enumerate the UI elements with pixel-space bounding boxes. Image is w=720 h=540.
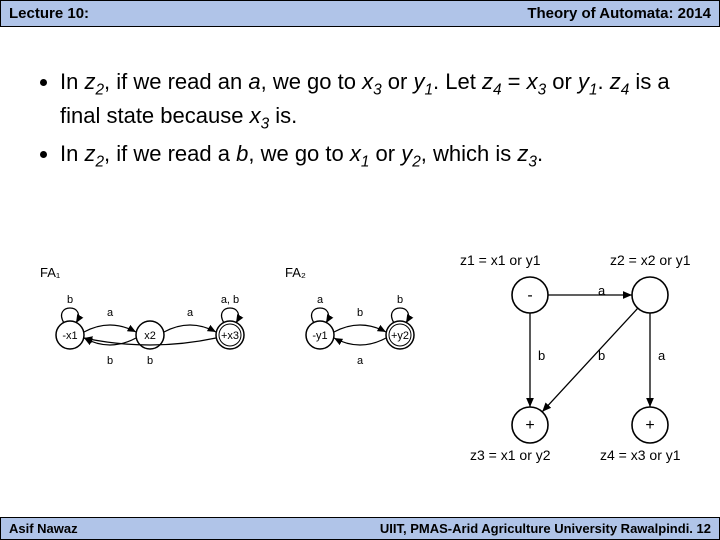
automata-diagram: -x1 x2 +x3 b a b a b a, b -y1 +y2 a b b a - z1 = x1 or y…: [0, 245, 720, 505]
svg-text:a: a: [357, 355, 364, 367]
svg-text:-: -: [527, 287, 532, 304]
svg-text:a: a: [658, 348, 666, 363]
svg-text:z2 = x2 or y1: z2 = x2 or y1: [610, 252, 691, 268]
slide-header: Lecture 10: Theory of Automata: 2014: [0, 0, 720, 27]
svg-text:b: b: [107, 355, 113, 367]
svg-text:b: b: [397, 294, 403, 306]
svg-text:z1 = x1 or y1: z1 = x1 or y1: [460, 252, 541, 268]
svg-text:a: a: [598, 283, 606, 298]
svg-text:a: a: [187, 307, 194, 319]
svg-text:a: a: [317, 294, 324, 306]
svg-text:x2: x2: [144, 330, 156, 342]
svg-text:b: b: [538, 348, 545, 363]
svg-text:z4 = x3 or y1: z4 = x3 or y1: [600, 447, 681, 463]
svg-text:-y1: -y1: [312, 330, 327, 342]
svg-text:+y2: +y2: [391, 330, 409, 342]
svg-text:a, b: a, b: [221, 294, 239, 306]
svg-text:+: +: [525, 417, 534, 434]
fa2-label: FA₂: [285, 265, 306, 280]
svg-text:b: b: [598, 348, 605, 363]
slide-content: In z2, if we read an a, we go to x3 or y…: [0, 27, 720, 188]
svg-text:-x1: -x1: [62, 330, 77, 342]
header-right: Theory of Automata: 2014: [527, 5, 711, 22]
header-left: Lecture 10:: [9, 5, 89, 22]
diagram-area: -x1 x2 +x3 b a b a b a, b -y1 +y2 a b b a - z1 = x1 or y…: [0, 245, 720, 505]
bullet-2: In z2, if we read a b, we go to x1 or y2…: [60, 139, 690, 173]
slide-footer: Asif Nawaz UIIT, PMAS-Arid Agriculture U…: [0, 517, 720, 540]
svg-text:b: b: [67, 294, 73, 306]
svg-text:b: b: [357, 307, 363, 319]
footer-right: UIIT, PMAS-Arid Agriculture University R…: [380, 521, 711, 536]
svg-text:+x3: +x3: [221, 330, 239, 342]
svg-text:+: +: [645, 417, 654, 434]
bullet-1: In z2, if we read an a, we go to x3 or y…: [60, 67, 690, 135]
footer-left: Asif Nawaz: [9, 521, 78, 536]
svg-text:a: a: [107, 307, 114, 319]
fa1-label: FA₁: [40, 265, 60, 280]
svg-text:z3 = x1 or y2: z3 = x1 or y2: [470, 447, 551, 463]
bullet-list: In z2, if we read an a, we go to x3 or y…: [30, 67, 690, 174]
svg-text:b: b: [147, 355, 153, 367]
